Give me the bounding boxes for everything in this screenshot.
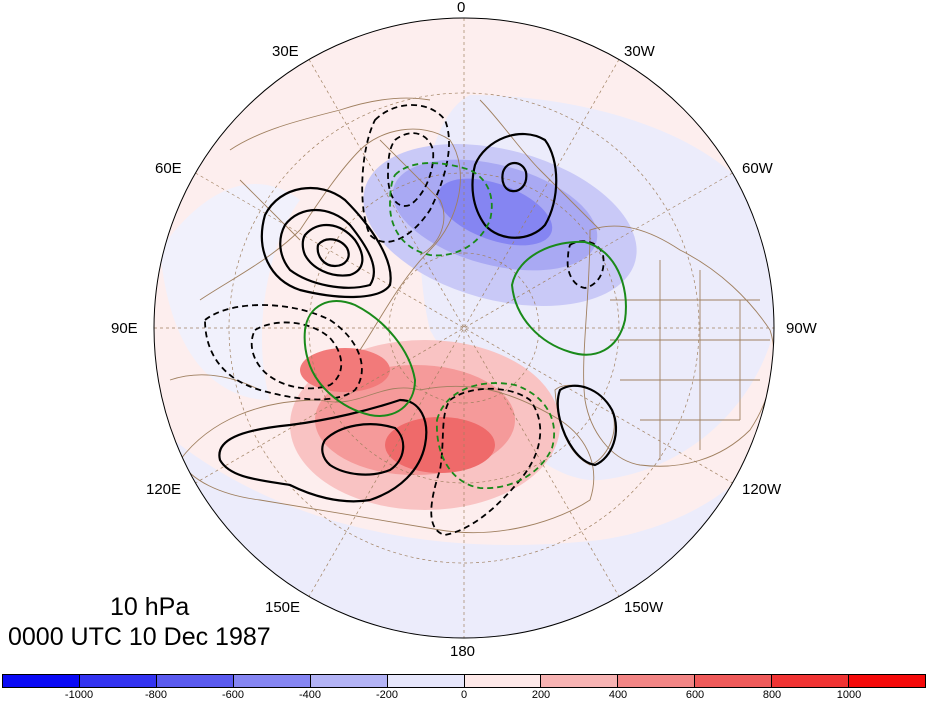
map-border — [153, 17, 775, 639]
colorbar-tick-label: 200 — [531, 689, 551, 701]
colorbar-tick-label: 800 — [762, 689, 782, 701]
lon-label-90w: 90W — [786, 320, 817, 337]
red-anomaly-core-west — [300, 348, 390, 392]
colorbar-tick-label: 600 — [685, 689, 705, 701]
lon-label-30e: 30E — [272, 43, 299, 60]
colorbar-box — [233, 675, 311, 687]
colorbar-box — [156, 675, 234, 687]
colorbar-box — [541, 675, 619, 687]
green-dashed-contours — [389, 162, 556, 489]
colorbar — [2, 674, 926, 688]
lon-label-150w: 150W — [624, 599, 664, 616]
colorbar-tick-label: -1000 — [64, 689, 94, 701]
map-disk-fill — [154, 18, 774, 638]
colorbar-box — [79, 675, 157, 687]
colorbar-box — [772, 675, 850, 687]
lon-label-150e: 150E — [265, 599, 301, 616]
colorbar-tick-label: 400 — [608, 689, 628, 701]
colorbar-tick-label: 1000 — [836, 689, 862, 701]
colorbar-box — [849, 675, 926, 687]
colorbar-tick-label: 0 — [460, 689, 468, 701]
colorbar-tick-label: -600 — [221, 689, 245, 701]
colorbar-box — [3, 675, 80, 687]
colorbar-tick-label: -400 — [298, 689, 322, 701]
light-blue-band-west — [160, 184, 300, 400]
dashed-contours — [204, 104, 605, 536]
colorbar-tick-label: -200 — [375, 689, 399, 701]
title-level: 10 hPa — [110, 593, 190, 621]
lon-label-120e: 120E — [146, 481, 182, 498]
colorbar-box — [387, 675, 465, 687]
lon-label-120w: 120W — [742, 481, 782, 498]
lon-label-0: 0 — [457, 0, 466, 16]
title-time: 0000 UTC 10 Dec 1987 — [8, 623, 271, 651]
colorbar-box — [464, 675, 542, 687]
solid-contours — [218, 132, 617, 503]
lon-label-180: 180 — [450, 643, 476, 660]
lon-label-90e: 90E — [111, 320, 138, 337]
lon-label-30w: 30W — [624, 43, 655, 60]
coastlines — [169, 97, 774, 534]
colorbar-box — [618, 675, 696, 687]
lon-label-60e: 60E — [155, 160, 182, 177]
colorbar-tick-label: -800 — [144, 689, 168, 701]
blue-anomaly-core — [437, 178, 553, 246]
lon-label-60w: 60W — [742, 160, 773, 177]
green-contours — [303, 240, 627, 417]
colorbar-box — [695, 675, 773, 687]
red-anomaly-core — [385, 417, 495, 473]
colorbar-box — [310, 675, 388, 687]
